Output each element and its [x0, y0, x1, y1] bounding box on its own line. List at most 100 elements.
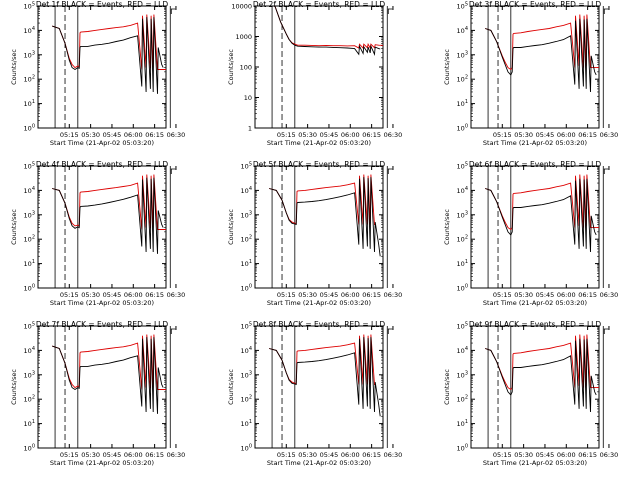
- x-tick-label: 06:30: [600, 131, 619, 139]
- x-tick-label: 06:30: [600, 291, 619, 299]
- x-tick-label: 05:30: [298, 131, 317, 139]
- y-axis-label: Counts/sec: [10, 369, 18, 405]
- y-tick-label: 101: [241, 419, 252, 428]
- y-tick-label: 102: [24, 235, 35, 244]
- x-tick-label: 05:15: [277, 451, 296, 459]
- x-tick-label: 06:00: [124, 451, 143, 459]
- x-axis-label: Start Time (21-Apr-02 05:03:20): [267, 139, 371, 147]
- plot-frame: [254, 5, 384, 129]
- x-tick-label: 05:30: [514, 451, 533, 459]
- y-axis-label: Counts/sec: [227, 49, 235, 85]
- y-axis-label: Counts/sec: [443, 49, 451, 85]
- y-tick-label: 103: [457, 50, 468, 59]
- time-marker-flag: [170, 328, 176, 334]
- y-axis-label: Counts/sec: [443, 369, 451, 405]
- y-tick-label: 100: [24, 284, 35, 293]
- y-tick-label: 100: [457, 284, 468, 293]
- x-axis-label: Start Time (21-Apr-02 05:03:20): [483, 299, 587, 307]
- x-tick-label: 06:15: [578, 451, 597, 459]
- y-tick-label: 105: [457, 322, 468, 331]
- y-tick-label: 10000: [231, 3, 252, 11]
- x-tick-label: 06:15: [362, 291, 381, 299]
- events-series-line: [485, 178, 597, 253]
- x-tick-label: 05:15: [493, 131, 512, 139]
- x-tick-label: 05:45: [536, 131, 555, 139]
- detector-panel-5: Det 5f BLACK = Events, RED = LLD 100 101 10…: [227, 160, 402, 307]
- x-tick-label: 06:15: [145, 131, 164, 139]
- x-tick-label: 05:45: [103, 451, 122, 459]
- x-tick-label: 05:15: [493, 451, 512, 459]
- x-tick-label: 05:15: [277, 291, 296, 299]
- detector-panel-1: Det 1f BLACK = Events, RED = LLD 100 101 10…: [10, 0, 185, 147]
- plot-frame: [37, 165, 167, 289]
- y-tick-label: 102: [457, 395, 468, 404]
- y-tick-label: 100: [24, 124, 35, 133]
- x-tick-label: 05:45: [103, 291, 122, 299]
- detector-panel-6: Det 6f BLACK = Events, RED = LLD 100 101 10…: [443, 160, 618, 307]
- time-marker-flag: [387, 168, 393, 174]
- plot-frame: [470, 165, 600, 289]
- y-tick-label: 104: [241, 346, 252, 355]
- x-tick-label: 06:30: [600, 451, 619, 459]
- events-series-line: [52, 337, 164, 414]
- time-marker-flag: [387, 8, 393, 14]
- y-tick-label: 100: [241, 444, 252, 453]
- x-tick-label: 05:30: [81, 451, 100, 459]
- x-tick-label: 06:00: [341, 291, 360, 299]
- events-series-line: [274, 6, 381, 57]
- x-tick-label: 06:15: [362, 131, 381, 139]
- x-tick-label: 05:30: [514, 131, 533, 139]
- y-tick-label: 104: [241, 186, 252, 195]
- x-tick-label: 06:00: [557, 451, 576, 459]
- y-tick-label: 105: [24, 2, 35, 11]
- y-tick-label: 1000: [235, 33, 252, 41]
- y-tick-label: 1: [248, 125, 252, 133]
- x-tick-label: 05:45: [536, 451, 555, 459]
- time-marker-flag: [603, 328, 609, 334]
- panel-title: Det 8f BLACK = Events, RED = LLD: [253, 320, 386, 329]
- y-axis-label: Counts/sec: [227, 209, 235, 245]
- y-tick-label: 102: [457, 235, 468, 244]
- panel-title: Det 4f BLACK = Events, RED = LLD: [36, 160, 169, 169]
- y-tick-label: 102: [24, 395, 35, 404]
- y-tick-label: 104: [24, 186, 35, 195]
- y-tick-label: 104: [24, 346, 35, 355]
- x-axis-label: Start Time (21-Apr-02 05:03:20): [50, 299, 154, 307]
- panel-title: Det 1f BLACK = Events, RED = LLD: [36, 0, 169, 9]
- panel-title: Det 5f BLACK = Events, RED = LLD: [253, 160, 386, 169]
- y-tick-label: 102: [241, 235, 252, 244]
- x-tick-label: 06:00: [557, 291, 576, 299]
- y-tick-label: 105: [24, 162, 35, 171]
- x-tick-label: 05:30: [298, 451, 317, 459]
- y-tick-label: 101: [24, 99, 35, 108]
- x-tick-label: 06:15: [362, 451, 381, 459]
- y-tick-label: 104: [457, 346, 468, 355]
- panel-title: Det 2f BLACK = Events, RED = LLD: [253, 0, 386, 9]
- x-tick-label: 06:15: [578, 131, 597, 139]
- x-tick-label: 05:15: [60, 131, 79, 139]
- x-tick-label: 06:00: [557, 131, 576, 139]
- x-tick-label: 05:30: [81, 291, 100, 299]
- events-series-line: [269, 177, 381, 257]
- y-tick-label: 105: [24, 322, 35, 331]
- x-tick-label: 05:45: [320, 131, 339, 139]
- y-tick-label: 103: [241, 210, 252, 219]
- y-tick-label: 105: [241, 322, 252, 331]
- events-series-line: [269, 337, 381, 417]
- time-marker-flag: [387, 328, 393, 334]
- x-tick-label: 06:15: [145, 451, 164, 459]
- x-tick-label: 05:15: [277, 131, 296, 139]
- y-tick-label: 103: [457, 370, 468, 379]
- y-tick-label: 101: [457, 99, 468, 108]
- y-tick-label: 100: [24, 444, 35, 453]
- y-tick-label: 100: [457, 124, 468, 133]
- time-marker-flag: [170, 8, 176, 14]
- plot-frame: [37, 325, 167, 449]
- plot-frame: [470, 325, 600, 449]
- y-tick-label: 103: [24, 210, 35, 219]
- y-tick-label: 105: [457, 2, 468, 11]
- y-tick-label: 101: [241, 259, 252, 268]
- y-tick-label: 104: [457, 186, 468, 195]
- plot-frame: [37, 5, 167, 129]
